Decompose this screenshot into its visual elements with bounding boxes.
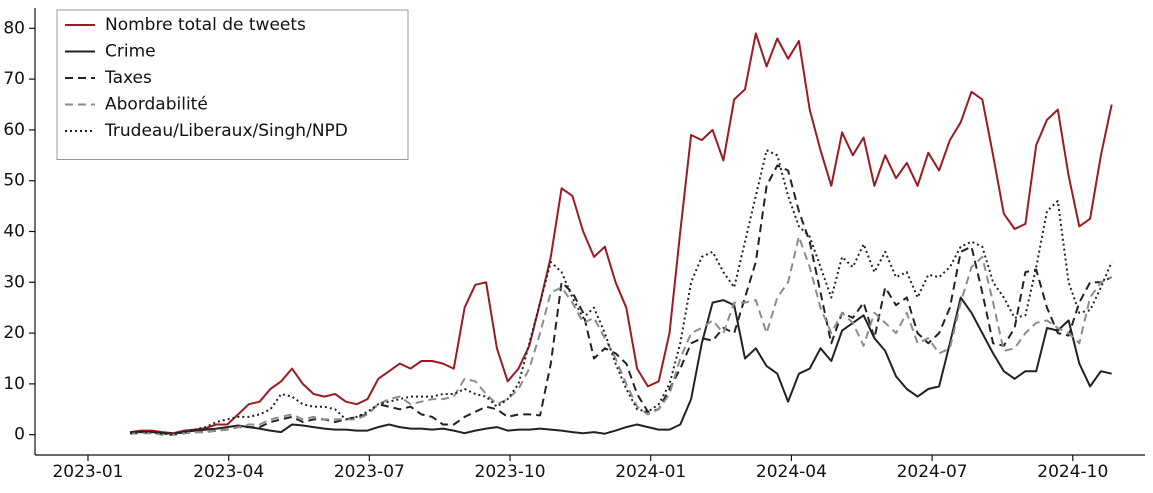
x-tick-label: 2024-01: [615, 462, 686, 482]
x-tick-label: 2024-10: [1037, 462, 1108, 482]
series-line: [130, 149, 1113, 436]
series-line: [130, 235, 1113, 436]
x-tick-label: 2023-10: [475, 462, 546, 482]
legend: Nombre total de tweets Crime Taxes Abordabi…: [56, 9, 409, 160]
legend-label: Crime: [105, 42, 156, 62]
y-tick-label: 40: [3, 222, 25, 242]
x-tick-label: 2024-07: [897, 462, 968, 482]
x-tick-label: 2023-07: [334, 462, 405, 482]
legend-label: Nombre total de tweets: [105, 15, 306, 35]
legend-box: [56, 9, 409, 160]
y-tick-label: 70: [3, 69, 25, 89]
y-tick-label: 60: [3, 120, 25, 140]
series-line: [130, 32, 1113, 435]
y-tick-label: 50: [3, 171, 25, 191]
legend-label: Trudeau/Liberaux/Singh/NPD: [104, 121, 348, 141]
y-tick-label: 20: [3, 323, 25, 343]
y-tick-label: 80: [3, 18, 25, 38]
series-line: [130, 164, 1113, 436]
series-line: [130, 296, 1112, 435]
x-tick-label: 2024-04: [756, 462, 827, 482]
legend-label: Abordabilité: [105, 95, 208, 115]
y-tick-label: 0: [14, 425, 25, 445]
y-tick-label: 10: [3, 374, 25, 394]
legend-label: Taxes: [104, 68, 152, 88]
x-tick-label: 2023-01: [52, 462, 123, 482]
y-tick-label: 30: [3, 272, 25, 292]
x-tick-label: 2023-04: [193, 462, 264, 482]
